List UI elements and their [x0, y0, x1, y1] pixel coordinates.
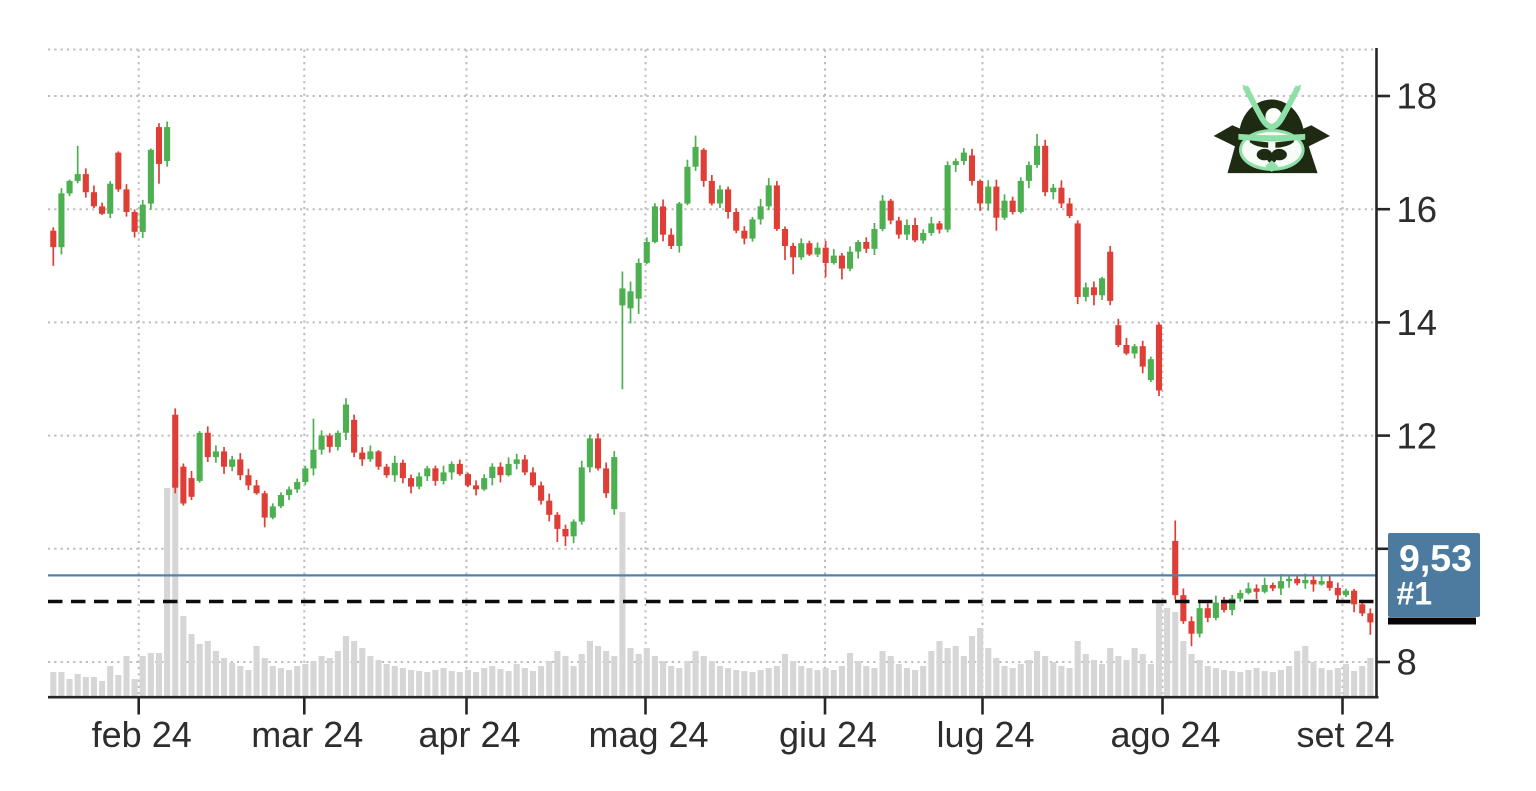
svg-text:14: 14	[1397, 302, 1438, 343]
svg-text:9,53: 9,53	[1399, 537, 1472, 579]
svg-text:feb 24: feb 24	[92, 714, 192, 755]
svg-text:lug 24: lug 24	[936, 714, 1034, 755]
svg-text:12: 12	[1397, 415, 1438, 456]
svg-text:mag 24: mag 24	[588, 714, 708, 755]
svg-text:apr 24: apr 24	[418, 714, 520, 755]
svg-text:set 24: set 24	[1296, 714, 1394, 755]
svg-text:ago 24: ago 24	[1110, 714, 1220, 755]
svg-text:giu 24: giu 24	[779, 714, 877, 755]
svg-text:#1: #1	[1397, 576, 1433, 612]
svg-text:18: 18	[1397, 76, 1438, 117]
svg-text:16: 16	[1397, 189, 1438, 230]
svg-text:8: 8	[1397, 642, 1417, 683]
svg-text:mar 24: mar 24	[251, 714, 363, 755]
